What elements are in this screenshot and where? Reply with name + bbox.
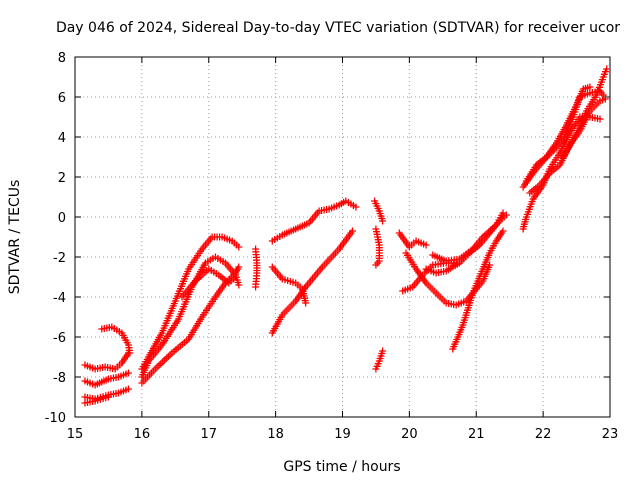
- series-track-03: [81, 385, 132, 403]
- axis-ticks: 15 16 17 18 19 20 21 22 23 -10 -8 -6 -4 -2 0 2 4 6 8: [45, 51, 619, 442]
- series-track-08: [138, 263, 243, 387]
- data-point-marker: [126, 349, 134, 357]
- x-axis-label: GPS time / hours: [283, 459, 400, 475]
- data-point-marker: [125, 385, 132, 393]
- x-tick-label: 20: [401, 427, 418, 442]
- y-axis-label: SDTVAR / TECUs: [7, 180, 23, 295]
- data-point-marker: [352, 203, 360, 211]
- x-tick-label: 22: [535, 427, 552, 442]
- series-track-04: [81, 393, 112, 407]
- y-tick-label: 0: [58, 211, 66, 226]
- series-track-15: [372, 225, 383, 269]
- y-tick-label: 6: [58, 91, 66, 106]
- y-tick-label: -8: [53, 371, 66, 386]
- y-tick-label: -6: [53, 331, 66, 346]
- data-point-marker: [104, 393, 112, 401]
- series-track-12: [268, 263, 310, 307]
- data-point-marker: [499, 227, 507, 235]
- series-track-09: [178, 265, 239, 301]
- data-point-marker: [372, 261, 380, 269]
- series-track-16: [372, 347, 387, 373]
- series-track-02: [81, 369, 132, 389]
- data-point-marker: [599, 91, 607, 99]
- chart-title: Day 046 of 2024, Sidereal Day-to-day VTE…: [56, 20, 620, 36]
- y-tick-label: 2: [58, 171, 66, 186]
- data-point-marker: [601, 95, 609, 103]
- x-tick-label: 16: [134, 427, 151, 442]
- data-point-marker: [232, 273, 239, 281]
- series-track-01: [81, 349, 132, 373]
- series-track-11: [268, 197, 360, 245]
- x-tick-label: 18: [267, 427, 284, 442]
- series-track-13: [268, 227, 356, 337]
- series-track-21: [429, 209, 507, 265]
- x-tick-label: 23: [602, 427, 619, 442]
- data-point-marker: [349, 227, 356, 235]
- series-track-10: [252, 245, 261, 291]
- data-point-marker: [499, 209, 507, 217]
- series-track-07: [138, 253, 243, 381]
- series-track-25: [522, 83, 594, 185]
- x-tick-label: 17: [200, 427, 217, 442]
- data-point-marker: [596, 115, 604, 123]
- y-tick-label: 4: [58, 131, 66, 146]
- series-track-05: [98, 323, 134, 357]
- series-track-14: [371, 197, 387, 225]
- data-point-marker: [422, 241, 430, 249]
- data-point-marker: [586, 83, 594, 91]
- series-track-17: [395, 229, 430, 251]
- x-tick-label: 15: [67, 427, 84, 442]
- y-tick-label: -10: [45, 411, 66, 426]
- x-tick-label: 21: [468, 427, 485, 442]
- data-point-marker: [235, 243, 243, 251]
- data-point-marker: [379, 217, 387, 225]
- y-tick-label: -4: [53, 291, 66, 306]
- series-track-06: [138, 233, 243, 373]
- x-tick-label: 19: [334, 427, 351, 442]
- y-tick-label: 8: [58, 51, 66, 66]
- y-tick-label: -2: [53, 251, 66, 266]
- data-point-marker: [125, 369, 132, 377]
- data-point-marker: [235, 281, 243, 289]
- data-points: [81, 65, 611, 407]
- series-track-22: [449, 227, 507, 353]
- data-point-marker: [302, 299, 310, 307]
- data-point-marker: [379, 347, 387, 355]
- data-point-marker: [235, 263, 243, 271]
- grid-lines: [75, 57, 610, 417]
- data-point-marker: [252, 283, 260, 291]
- data-point-marker: [603, 65, 611, 73]
- series-track-27: [559, 65, 611, 161]
